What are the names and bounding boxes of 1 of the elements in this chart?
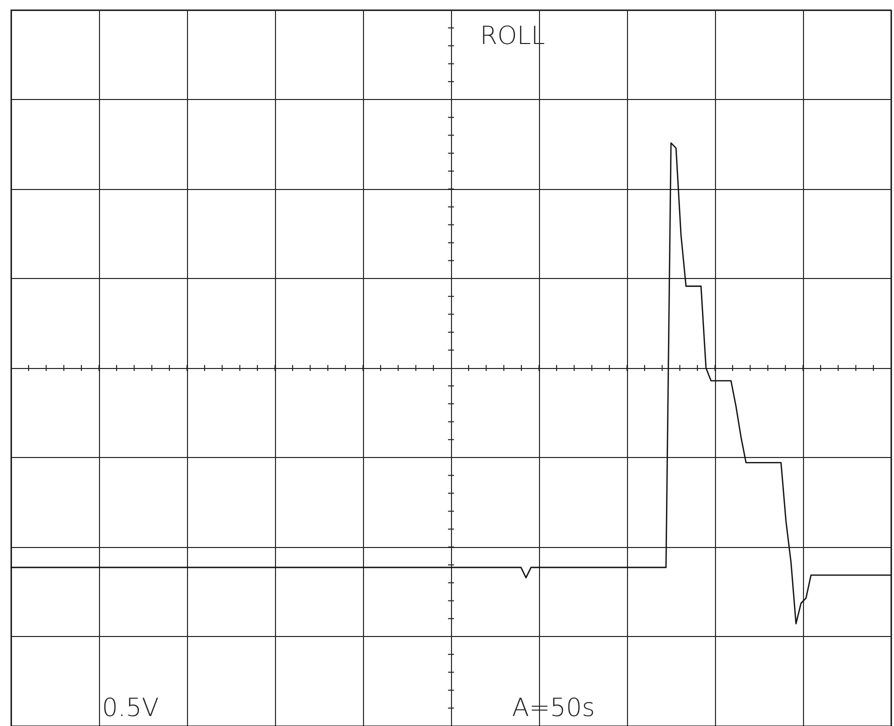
text: 0.5V bbox=[102, 693, 159, 722]
